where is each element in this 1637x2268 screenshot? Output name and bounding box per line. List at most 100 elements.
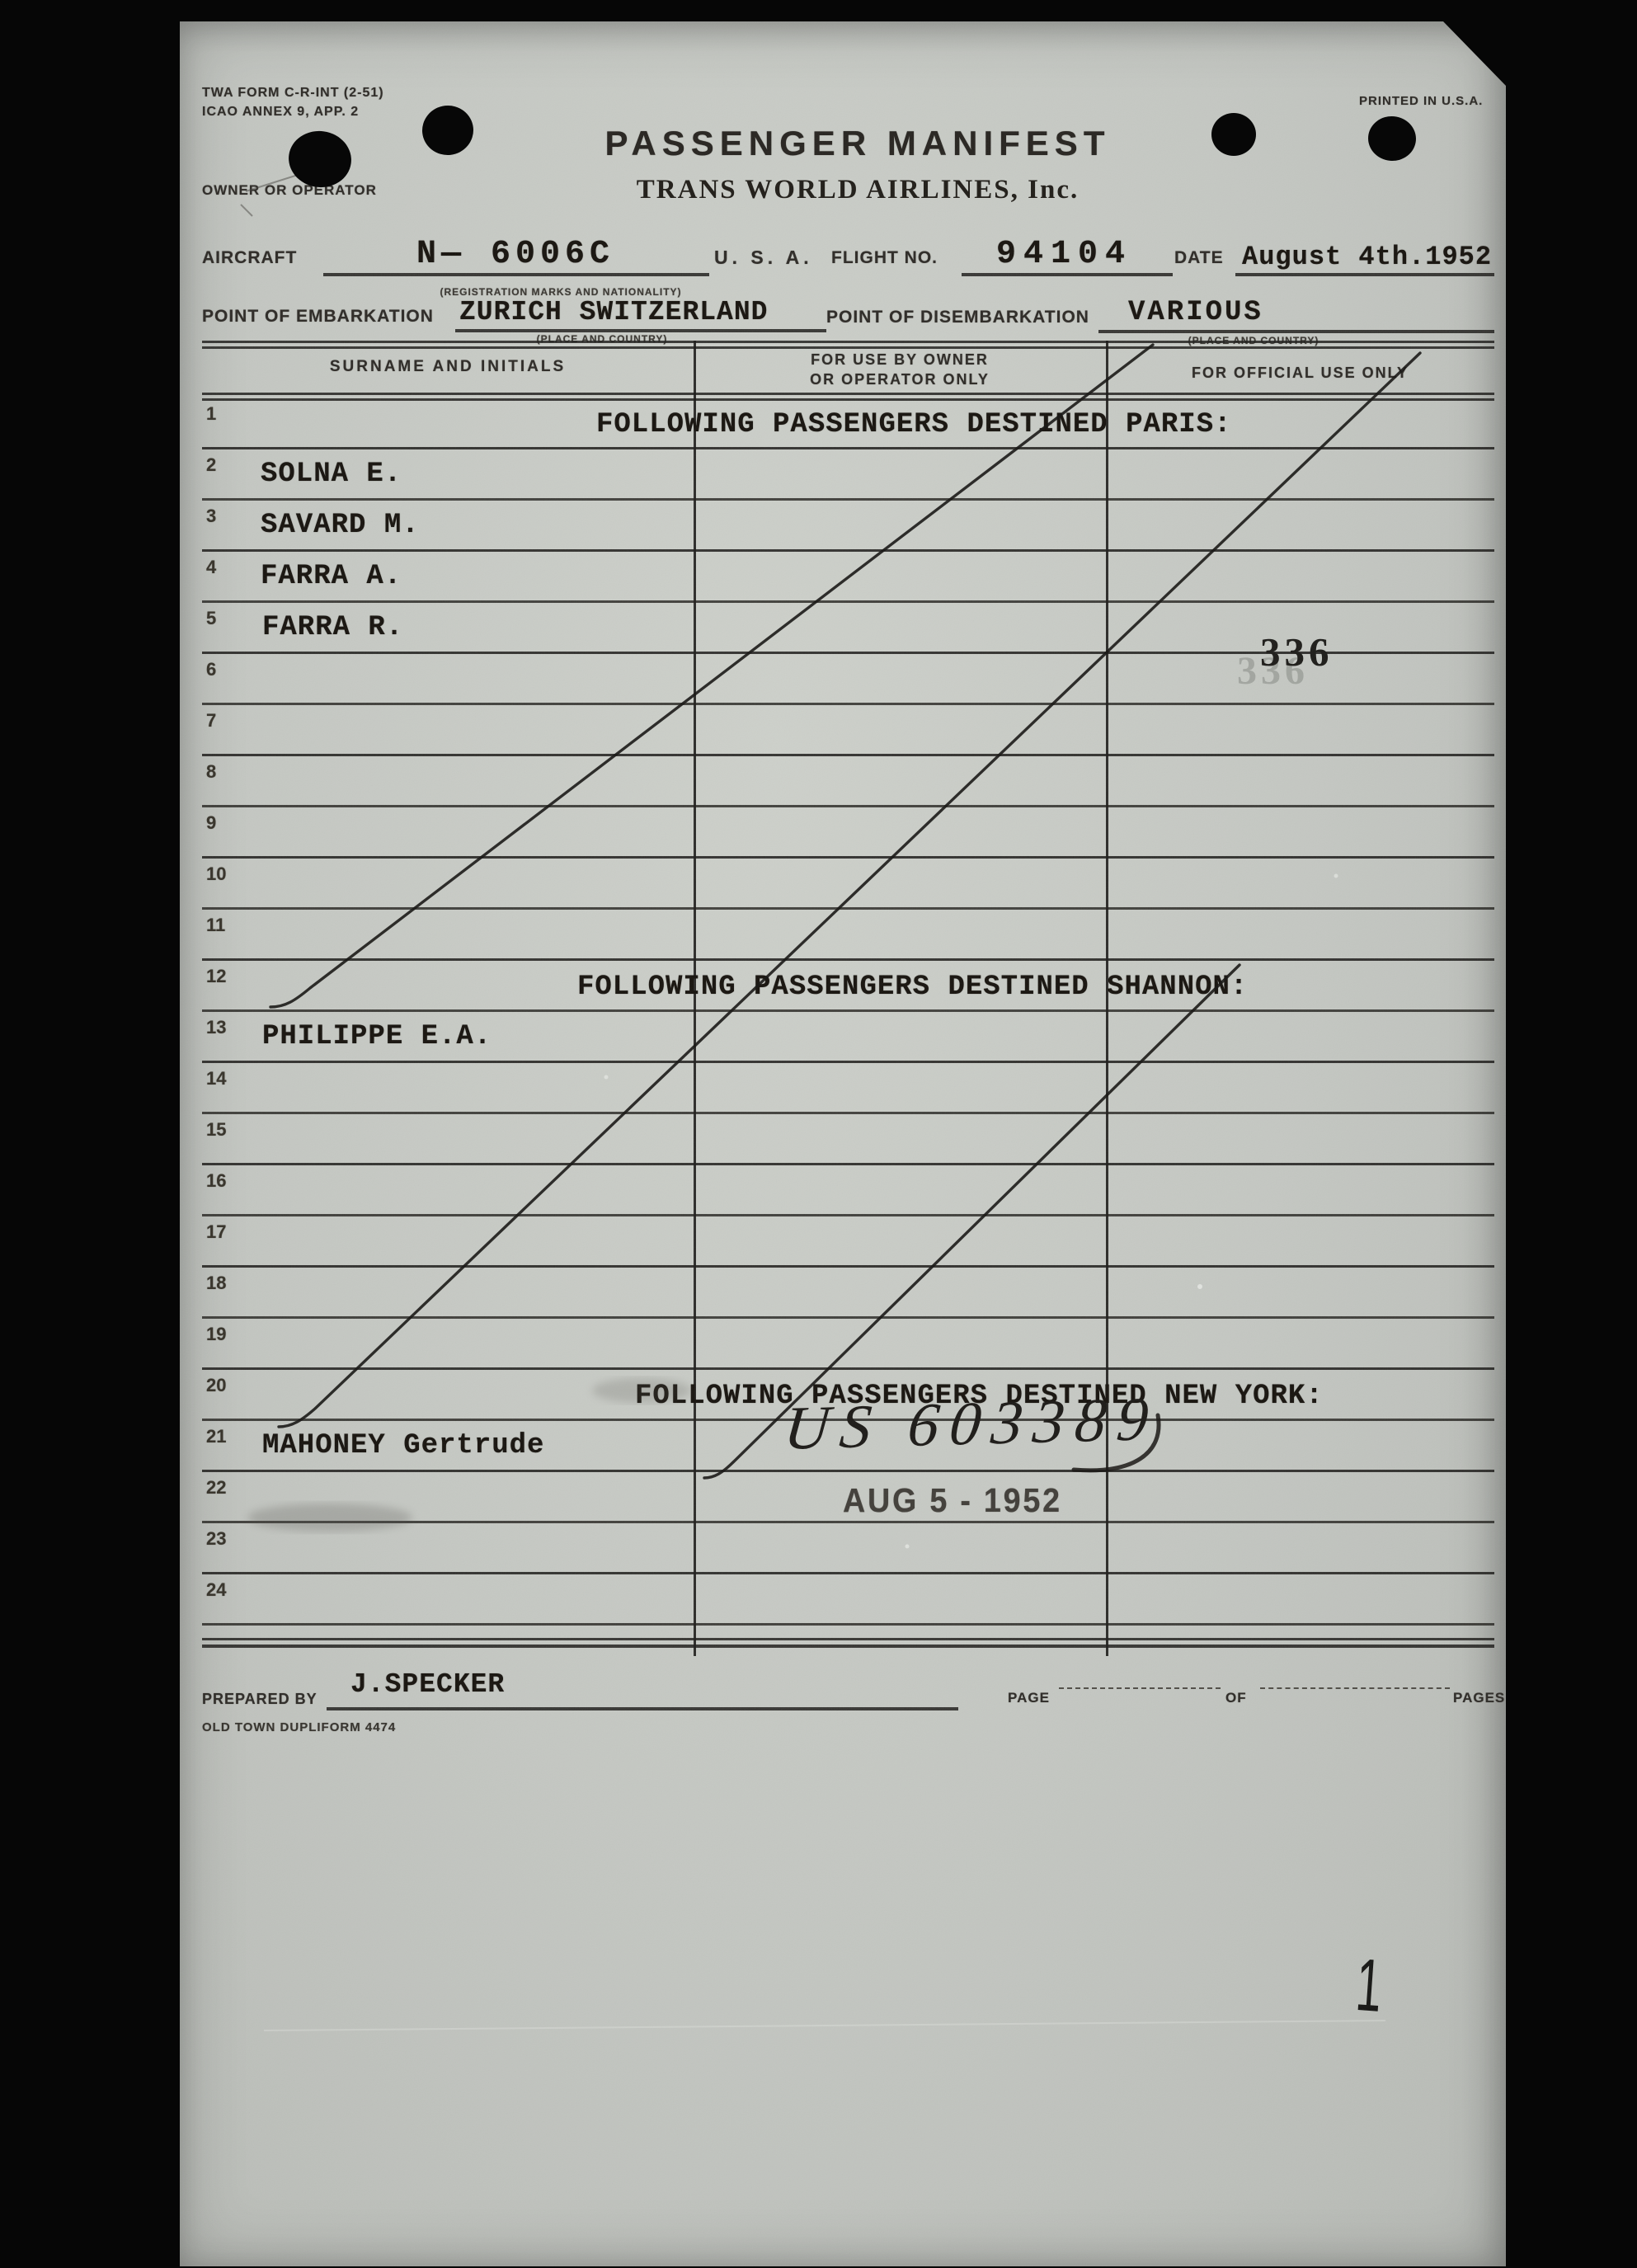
embarkation-value: ZURICH SWITZERLAND bbox=[459, 297, 769, 327]
pages-fill-line bbox=[1260, 1687, 1450, 1689]
passenger-name: SOLNA E. bbox=[261, 459, 402, 490]
disembarkation-label: POINT OF DISEMBARKATION bbox=[826, 308, 1089, 327]
table-top-line-2 bbox=[202, 346, 1494, 349]
row-rule-line bbox=[202, 1265, 1494, 1268]
prepared-by-label: PREPARED BY bbox=[202, 1691, 318, 1707]
embarkation-underline bbox=[455, 329, 826, 332]
row-rule-line bbox=[202, 447, 1494, 449]
flight-no-value: 94104 bbox=[996, 236, 1133, 273]
row-number: 7 bbox=[206, 710, 217, 731]
row-number: 4 bbox=[206, 557, 217, 577]
row-number: 2 bbox=[206, 454, 217, 475]
prepared-by-underline bbox=[327, 1707, 958, 1710]
printed-in-usa-note: PRINTED IN U.S.A. bbox=[1359, 94, 1484, 108]
aircraft-registration-value: N— 6006C bbox=[416, 236, 615, 273]
received-date-stamp: AUG 5 - 1952 bbox=[843, 1481, 1062, 1519]
row-rule-line bbox=[202, 1367, 1494, 1370]
flight-no-label: FLIGHT NO. bbox=[831, 248, 938, 267]
row-number: 12 bbox=[206, 966, 227, 986]
form-number: TWA FORM C-R-INT (2-51) bbox=[202, 86, 384, 100]
row-rule-line bbox=[202, 1623, 1494, 1626]
row-rule-line bbox=[202, 1061, 1494, 1063]
disembarkation-value: VARIOUS bbox=[1128, 297, 1263, 328]
date-underline bbox=[1235, 273, 1494, 276]
row-number: 22 bbox=[206, 1477, 227, 1498]
row-rule-line bbox=[202, 1470, 1494, 1472]
row-rule-line bbox=[202, 1572, 1494, 1574]
disembarkation-underline bbox=[1098, 330, 1494, 333]
form-icao-reference: ICAO ANNEX 9, APP. 2 bbox=[202, 105, 360, 119]
row-rule-line bbox=[202, 958, 1494, 961]
passenger-name: MAHONEY Gertrude bbox=[262, 1430, 545, 1461]
table-top-line-1 bbox=[202, 341, 1494, 343]
pages-label: PAGES bbox=[1453, 1690, 1506, 1706]
row-number: 16 bbox=[206, 1170, 227, 1191]
aircraft-underline bbox=[323, 273, 709, 276]
row-number: 13 bbox=[206, 1017, 227, 1038]
row-rule-line bbox=[202, 498, 1494, 501]
row-number: 20 bbox=[206, 1375, 227, 1395]
form-printer-credit: OLD TOWN DUPLIFORM 4474 bbox=[202, 1720, 397, 1734]
row-number: 9 bbox=[206, 812, 217, 833]
row-number: 14 bbox=[206, 1068, 227, 1089]
row-number: 23 bbox=[206, 1528, 227, 1549]
stamp-336: 336 bbox=[1260, 629, 1334, 675]
row-number: 17 bbox=[206, 1221, 227, 1242]
row-number: 5 bbox=[206, 608, 217, 628]
row-rule-line bbox=[202, 1521, 1494, 1523]
column-header-owner-line1: FOR USE BY OWNER bbox=[811, 351, 989, 368]
passenger-name: FARRA A. bbox=[261, 561, 402, 592]
destination-heading: FOLLOWING PASSENGERS DESTINED PARIS: bbox=[596, 409, 1232, 440]
row-rule-line bbox=[202, 907, 1494, 910]
header-bottom-line-2 bbox=[202, 398, 1494, 401]
header-bottom-line-1 bbox=[202, 393, 1494, 395]
passenger-name: PHILIPPE E.A. bbox=[262, 1021, 492, 1052]
row-number: 6 bbox=[206, 659, 217, 680]
row-number: 18 bbox=[206, 1273, 227, 1293]
destination-heading: FOLLOWING PASSENGERS DESTINED SHANNON: bbox=[577, 972, 1249, 1003]
passenger-name: SAVARD M. bbox=[261, 510, 420, 541]
passenger-name: FARRA R. bbox=[262, 612, 404, 643]
row-rule-line bbox=[202, 805, 1494, 807]
embarkation-label: POINT OF EMBARKATION bbox=[202, 307, 434, 326]
row-rule-line bbox=[202, 1214, 1494, 1216]
row-number: 3 bbox=[206, 506, 217, 526]
row-rule-line bbox=[202, 856, 1494, 859]
row-rule-line bbox=[202, 549, 1494, 552]
table-bottom-line-1 bbox=[202, 1638, 1494, 1640]
airline-subtitle: TRANS WORLD AIRLINES, Inc. bbox=[636, 175, 1080, 205]
row-number: 19 bbox=[206, 1324, 227, 1344]
handwritten-reference-number: US 603389 bbox=[781, 1385, 1163, 1463]
row-number: 24 bbox=[206, 1579, 227, 1600]
row-rule-line bbox=[202, 1163, 1494, 1165]
registration-caption: (REGISTRATION MARKS AND NATIONALITY) bbox=[440, 286, 682, 298]
of-label: OF bbox=[1225, 1690, 1247, 1706]
row-number: 10 bbox=[206, 863, 227, 884]
page-fill-line bbox=[1059, 1687, 1221, 1689]
page-title: PASSENGER MANIFEST bbox=[604, 124, 1111, 162]
column-header-official: FOR OFFICIAL USE ONLY bbox=[1191, 365, 1409, 381]
flight-underline bbox=[962, 273, 1173, 276]
row-number: 1 bbox=[206, 403, 217, 424]
column-header-surname: SURNAME AND INITIALS bbox=[329, 358, 567, 375]
prepared-by-value: J.SPECKER bbox=[350, 1669, 506, 1700]
date-value: August 4th.1952 bbox=[1242, 242, 1493, 272]
row-number: 21 bbox=[206, 1426, 227, 1447]
row-number: 15 bbox=[206, 1119, 227, 1140]
row-number: 11 bbox=[206, 915, 226, 935]
nationality-value: U. S. A. bbox=[714, 247, 813, 268]
aircraft-label: AIRCRAFT bbox=[202, 248, 298, 267]
row-rule-line bbox=[202, 1112, 1494, 1114]
row-rule-line bbox=[202, 600, 1494, 603]
table-bottom-line-2 bbox=[202, 1645, 1494, 1648]
row-rule-line bbox=[202, 1316, 1494, 1319]
row-rule-line bbox=[202, 754, 1494, 756]
row-rule-line bbox=[202, 703, 1494, 705]
row-number: 8 bbox=[206, 761, 217, 782]
date-label: DATE bbox=[1174, 248, 1224, 267]
owner-or-operator-label: OWNER OR OPERATOR bbox=[202, 182, 377, 198]
row-rule-line bbox=[202, 1009, 1494, 1012]
column-header-owner-line2: OR OPERATOR ONLY bbox=[810, 371, 990, 388]
page-label: PAGE bbox=[1008, 1690, 1050, 1706]
